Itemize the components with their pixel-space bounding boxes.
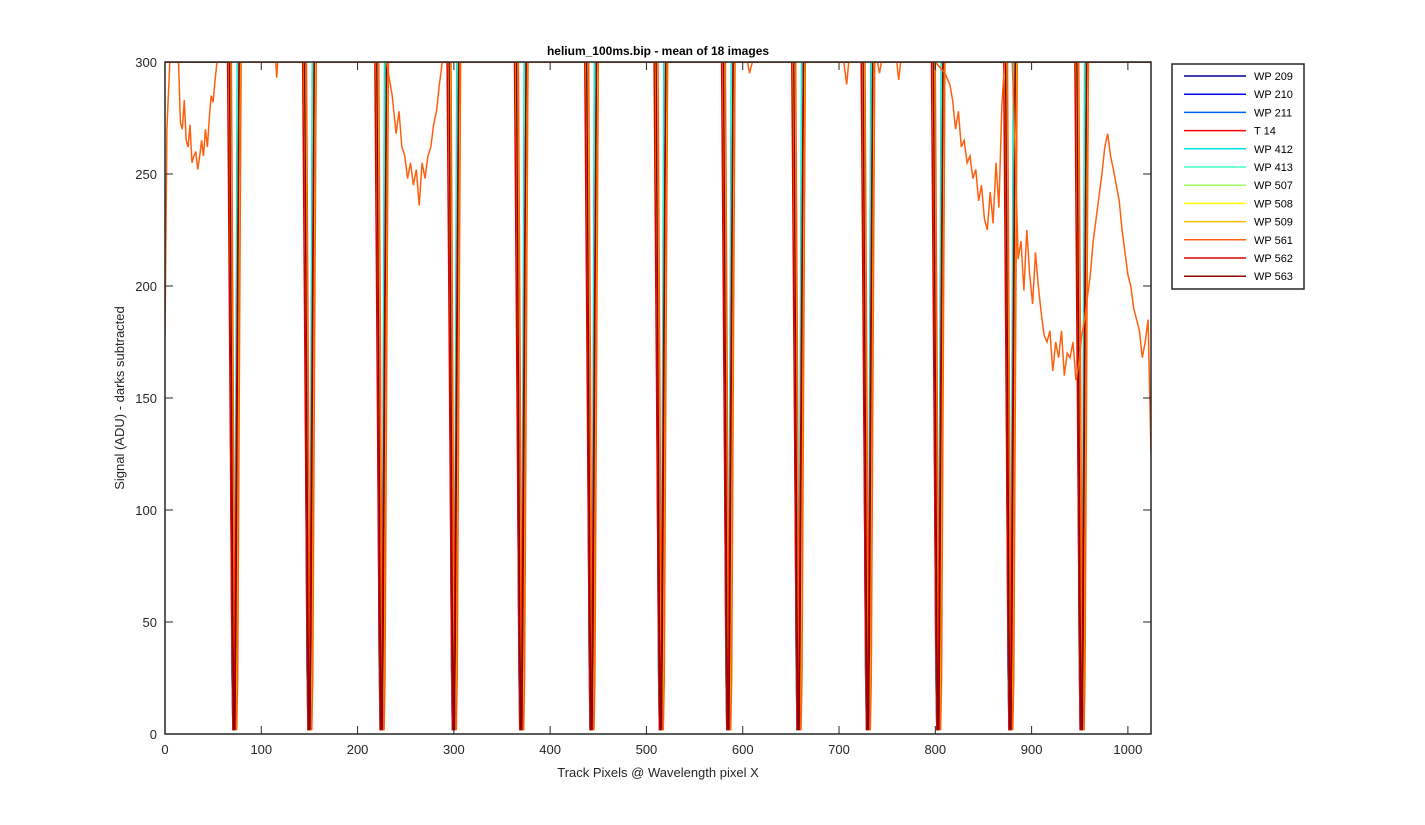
legend[interactable]: WP 209 WP 210 WP 211 T 14 WP 412 WP 413 WP 507… <box>1171 63 1305 290</box>
y-tick-label: 0 <box>150 727 157 742</box>
y-tick-label: 200 <box>135 279 157 294</box>
x-tick-label: 0 <box>161 742 168 757</box>
x-tick-label: 900 <box>1021 742 1043 757</box>
y-axis-ticks: 0 50 100 150 200 250 300 <box>135 55 1151 742</box>
x-axis-label: Track Pixels @ Wavelength pixel X <box>557 765 759 780</box>
series-group <box>165 62 1151 731</box>
chart-title: helium_100ms.bip - mean of 18 images <box>547 44 769 58</box>
x-tick-label: 800 <box>924 742 946 757</box>
x-tick-label: 1000 <box>1113 742 1142 757</box>
y-tick-label: 100 <box>135 503 157 518</box>
legend-entry-wp-508[interactable]: WP 508 <box>1254 198 1293 210</box>
x-tick-label: 200 <box>347 742 369 757</box>
legend-entry-wp-412[interactable]: WP 412 <box>1254 144 1293 156</box>
legend-entry-wp-563[interactable]: WP 563 <box>1254 271 1293 283</box>
legend-entry-wp-562[interactable]: WP 562 <box>1254 253 1293 265</box>
x-tick-label: 300 <box>443 742 465 757</box>
legend-entry-wp-209[interactable]: WP 209 <box>1254 71 1293 83</box>
y-tick-label: 150 <box>135 391 157 406</box>
y-tick-label: 250 <box>135 167 157 182</box>
x-axis-ticks: 0 100 200 300 400 500 600 700 800 900 1000 <box>161 62 1142 757</box>
x-tick-label: 700 <box>828 742 850 757</box>
series-line-wp-561 <box>165 62 1151 731</box>
series-line-wp-563 <box>165 62 1151 731</box>
x-tick-label: 400 <box>539 742 561 757</box>
x-tick-label: 100 <box>250 742 272 757</box>
legend-entry-wp-507[interactable]: WP 507 <box>1254 180 1293 192</box>
series-line-noisy-wp-561 <box>165 62 1151 455</box>
y-axis-label: Signal (ADU) - darks subtracted <box>112 306 127 490</box>
legend-entry-t-14[interactable]: T 14 <box>1254 126 1276 138</box>
legend-entry-wp-561[interactable]: WP 561 <box>1254 235 1293 247</box>
legend-box <box>1171 63 1305 290</box>
legend-entry-wp-509[interactable]: WP 509 <box>1254 217 1293 229</box>
y-tick-label: 50 <box>143 615 157 630</box>
x-tick-label: 600 <box>732 742 754 757</box>
y-tick-label: 300 <box>135 55 157 70</box>
legend-entry-wp-211[interactable]: WP 211 <box>1254 107 1292 119</box>
x-tick-label: 500 <box>636 742 658 757</box>
legend-entry-wp-413[interactable]: WP 413 <box>1254 162 1293 174</box>
legend-entry-wp-210[interactable]: WP 210 <box>1254 89 1293 101</box>
